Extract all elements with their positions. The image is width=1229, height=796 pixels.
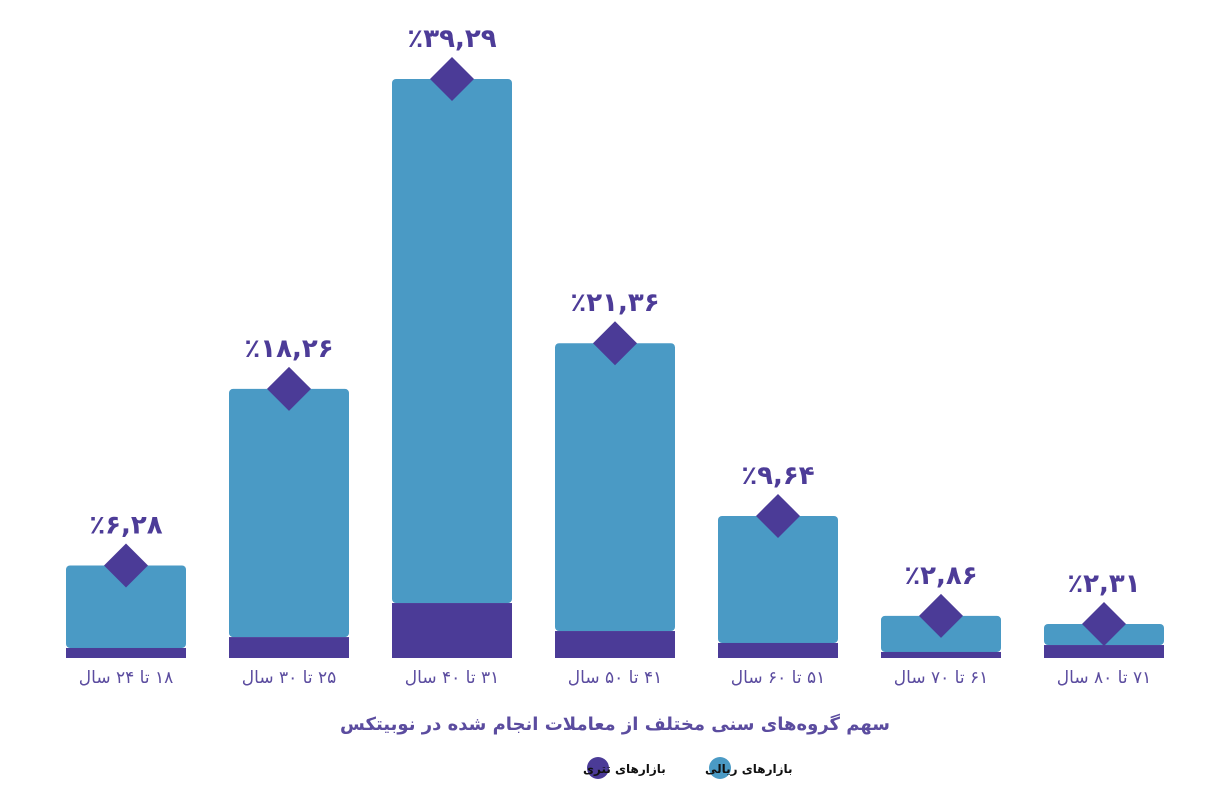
- value-label: ٪۲۱,۳۶: [570, 288, 659, 318]
- category-label: ۲۵ تا ۳۰ سال: [242, 668, 336, 688]
- bar-tether: [718, 642, 838, 658]
- value-label: ٪۶,۲۸: [89, 510, 162, 540]
- diamond-marker: [104, 543, 148, 588]
- diamond-marker: [430, 57, 474, 101]
- diamond-marker: [756, 493, 800, 538]
- bar-rial: [229, 388, 349, 638]
- bar-rial: [66, 565, 186, 648]
- bar-tether: [66, 647, 186, 658]
- diamond-marker: [267, 366, 311, 411]
- value-label: ٪۳۹,۲۹: [407, 24, 496, 54]
- diamond-marker: [919, 593, 963, 638]
- category-label: ۳۱ تا ۴۰ سال: [405, 668, 499, 688]
- chart-title: سهم گروه‌های سنی مختلف از معاملات انجام …: [340, 713, 890, 735]
- value-label: ٪۱۸,۲۶: [244, 334, 333, 364]
- bar-rial: [555, 343, 675, 632]
- category-label: ۷۱ تا ۸۰ سال: [1057, 668, 1151, 688]
- legend-label-rial: بازارهای ریالی: [705, 762, 793, 776]
- legend-swatch-rial: [709, 757, 731, 779]
- bar-rial: [392, 79, 512, 604]
- category-label: ۶۱ تا ۷۰ سال: [894, 668, 988, 688]
- value-label: ٪۲,۳۱: [1067, 569, 1140, 599]
- bar-tether: [881, 651, 1001, 658]
- bar-rial: [718, 515, 838, 643]
- value-label: ٪۲,۸۶: [904, 561, 977, 591]
- value-label: ٪۹,۶۴: [741, 461, 814, 491]
- legend: بازارهای ریالی بازارهای تتری: [583, 757, 793, 779]
- category-label: ۱۸ تا ۲۴ سال: [79, 668, 173, 688]
- legend-swatch-tether: [587, 757, 609, 779]
- bar-tether: [555, 631, 675, 658]
- bar-tether: [1044, 645, 1164, 658]
- bar-tether: [392, 603, 512, 658]
- bar-tether: [229, 637, 349, 658]
- diamond-marker: [593, 321, 637, 366]
- category-label: ۴۱ تا ۵۰ سال: [568, 668, 662, 688]
- legend-label-tether: بازارهای تتری: [583, 762, 666, 776]
- diamond-marker: [1082, 601, 1126, 646]
- category-label: ۵۱ تا ۶۰ سال: [731, 668, 825, 688]
